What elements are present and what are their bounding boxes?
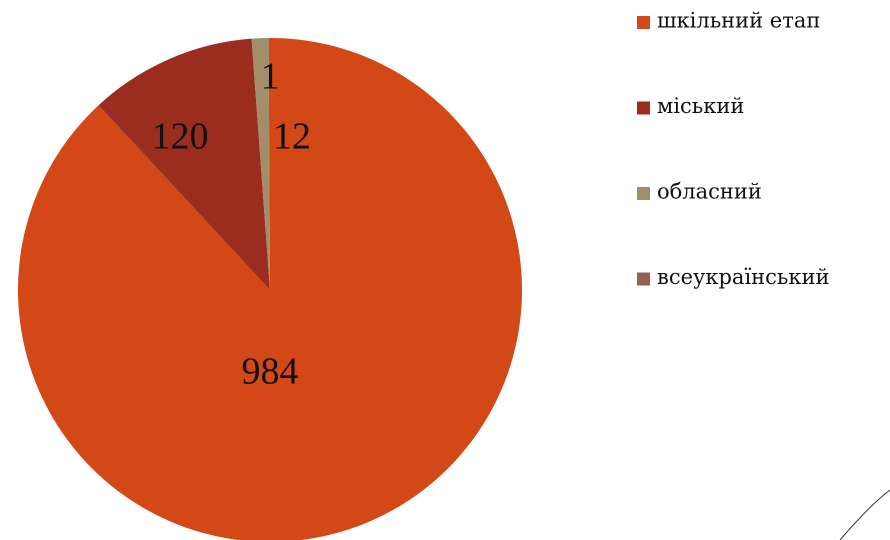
legend-swatch <box>637 272 650 286</box>
legend-swatch <box>637 101 650 115</box>
legend-swatch <box>637 187 650 200</box>
legend-swatch <box>637 16 650 29</box>
legend-label: обласний <box>657 180 762 204</box>
pie-slice <box>268 38 270 290</box>
legend-label: міський <box>657 94 744 118</box>
legend-label: шкільний етап <box>657 9 820 33</box>
data-label: 984 <box>242 351 299 393</box>
pie-slice <box>251 38 270 291</box>
pie-slice <box>18 38 522 540</box>
data-label: 1 <box>261 56 280 98</box>
data-label: 12 <box>273 116 311 158</box>
legend-label: всеукраїнський <box>657 265 829 289</box>
data-label: 120 <box>152 116 209 158</box>
decoration <box>839 489 890 540</box>
pie-slice <box>98 38 270 291</box>
